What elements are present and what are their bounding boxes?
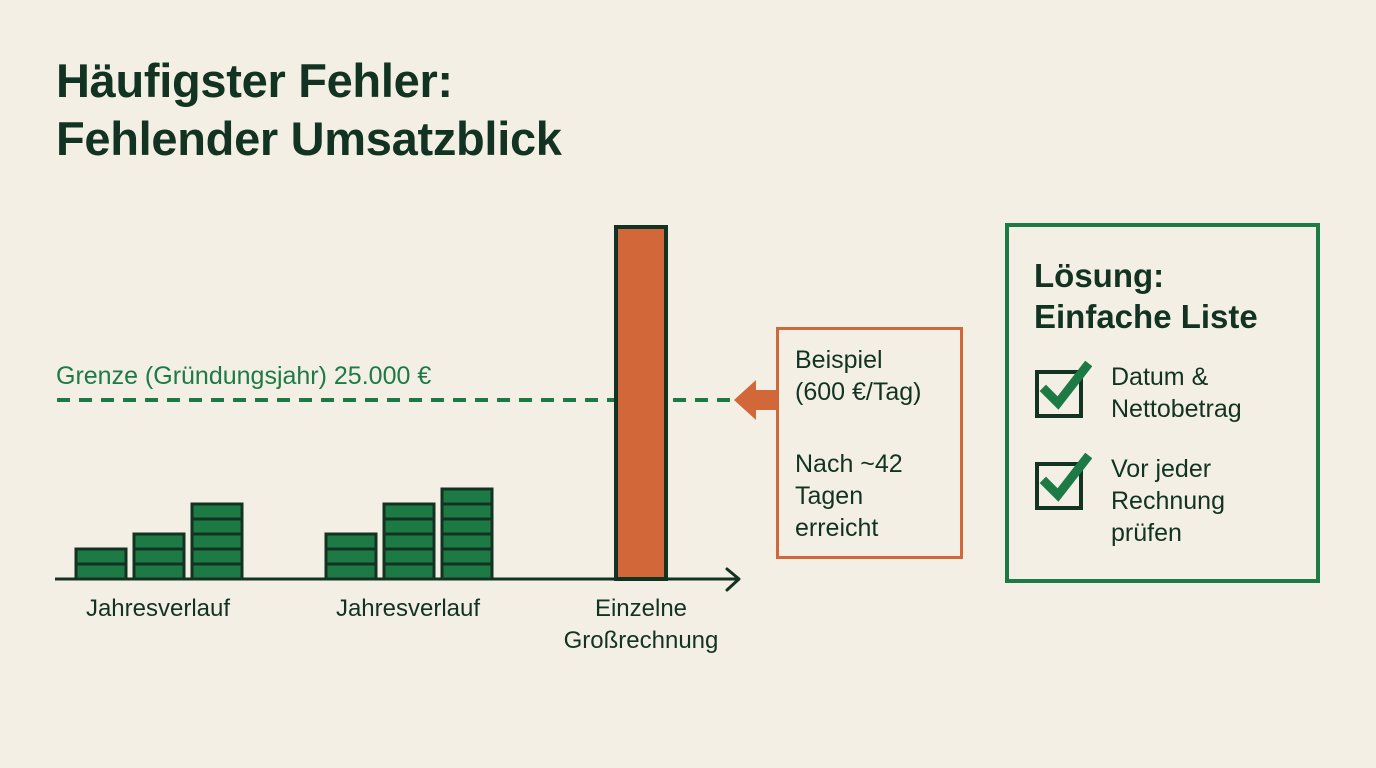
page-title: Häufigster Fehler: Fehlender Umsatzblick <box>56 52 562 168</box>
x-axis-arrow-icon <box>725 567 741 592</box>
stacked-bar <box>74 547 128 581</box>
example-line-1: Beispiel <box>795 346 883 374</box>
solution-item-text: Datum & Nettobetrag <box>1111 363 1242 423</box>
example-line-2: (600 €/Tag) <box>795 378 922 406</box>
title-line-1: Häufigster Fehler: <box>56 54 453 107</box>
stacked-bar <box>324 532 378 581</box>
arrow-left-icon <box>734 380 778 420</box>
solution-item-check-invoice: Vor jeder Rechnung prüfen <box>1034 453 1225 549</box>
stacked-bar <box>132 532 186 581</box>
stacked-bar <box>440 487 494 581</box>
category-label-3: Einzelne Großrechnung <box>563 595 719 654</box>
stacked-bar <box>382 502 436 581</box>
example-line-4: Tagen <box>795 482 864 510</box>
checkbox-checked-icon <box>1035 361 1092 418</box>
category-label-2: Jahresverlauf <box>335 595 481 622</box>
example-line-3: Nach ~42 <box>795 450 903 478</box>
solution-item-date-amount: Datum & Nettobetrag <box>1034 361 1242 425</box>
large-invoice-bar <box>614 225 668 581</box>
solution-title: Lösung: Einfache Liste <box>1034 257 1258 335</box>
stacked-bar <box>190 502 244 581</box>
title-line-2: Fehlender Umsatzblick <box>56 112 562 165</box>
example-callout: Beispiel (600 €/Tag) Nach ~42 Tagen erre… <box>776 327 963 559</box>
example-line-5: erreicht <box>795 514 879 542</box>
threshold-label: Grenze (Gründungsjahr) 25.000 € <box>56 362 432 390</box>
solution-item-text: Vor jeder Rechnung prüfen <box>1111 455 1225 547</box>
checkbox-checked-icon <box>1035 453 1092 510</box>
solution-box: Lösung: Einfache Liste Datum & Nettobetr… <box>1005 223 1320 583</box>
category-label-1: Jahresverlauf <box>85 595 231 622</box>
